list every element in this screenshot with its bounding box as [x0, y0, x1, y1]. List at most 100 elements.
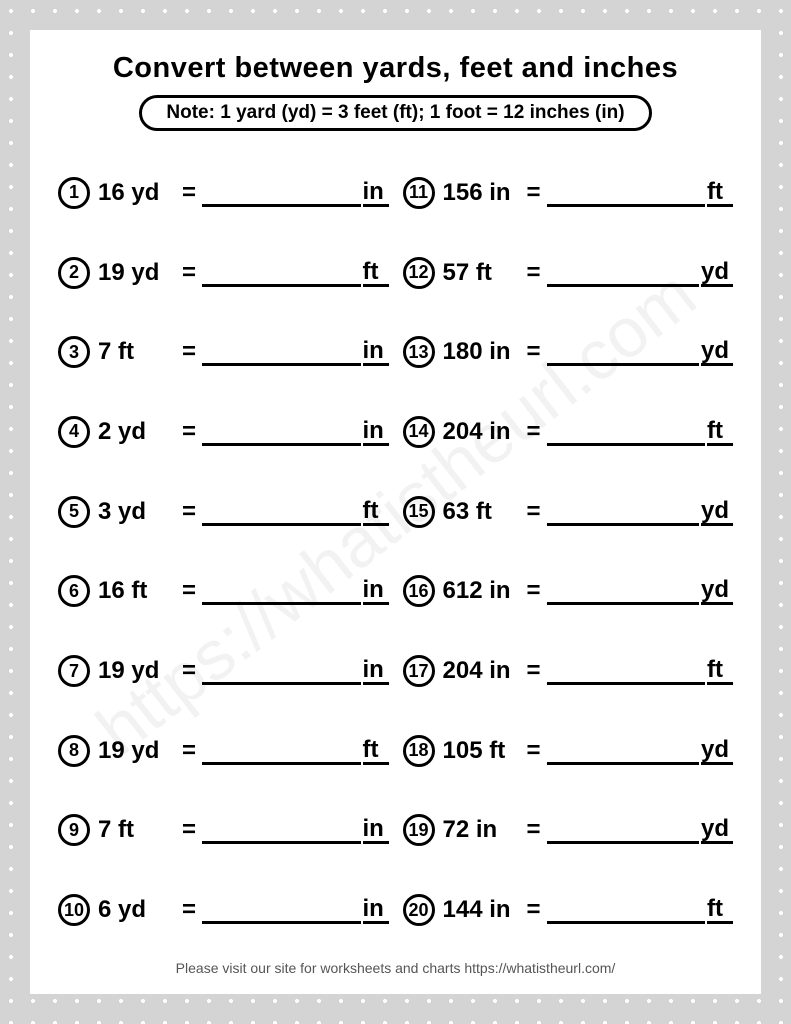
problem-row: 14204 in=ft: [403, 392, 734, 472]
answer-blank[interactable]: [202, 498, 360, 526]
problem-row: 20144 in=ft: [403, 870, 734, 950]
equals-sign: =: [527, 338, 541, 366]
problem-number: 7: [58, 655, 90, 687]
equals-sign: =: [527, 418, 541, 446]
to-unit: in: [363, 338, 389, 366]
from-value: 19 yd: [98, 737, 180, 765]
problem-number: 11: [403, 177, 435, 209]
equals-sign: =: [182, 338, 196, 366]
equals-sign: =: [527, 577, 541, 605]
answer-blank[interactable]: [547, 657, 705, 685]
to-unit: ft: [707, 418, 733, 446]
from-value: 57 ft: [443, 259, 525, 287]
from-value: 144 in: [443, 896, 525, 924]
from-value: 19 yd: [98, 259, 180, 287]
answer-blank[interactable]: [547, 259, 699, 287]
problem-number: 20: [403, 894, 435, 926]
problem-row: 219 yd=ft: [58, 233, 389, 313]
from-value: 7 ft: [98, 338, 180, 366]
from-value: 16 yd: [98, 179, 180, 207]
to-unit: yd: [701, 816, 733, 844]
to-unit: ft: [363, 498, 389, 526]
to-unit: in: [363, 179, 389, 207]
worksheet-page: https://whatistheurl.com Convert between…: [30, 30, 761, 994]
equals-sign: =: [527, 737, 541, 765]
problem-row: 16612 in=yd: [403, 551, 734, 631]
problem-number: 19: [403, 814, 435, 846]
answer-blank[interactable]: [547, 338, 699, 366]
to-unit: yd: [701, 259, 733, 287]
from-value: 156 in: [443, 179, 525, 207]
answer-blank[interactable]: [202, 259, 360, 287]
equals-sign: =: [182, 418, 196, 446]
from-value: 6 yd: [98, 896, 180, 924]
equals-sign: =: [182, 737, 196, 765]
problem-row: 3 7 ft= in: [58, 312, 389, 392]
problem-row: 53 yd=ft: [58, 472, 389, 552]
to-unit: in: [363, 816, 389, 844]
to-unit: ft: [707, 179, 733, 207]
to-unit: ft: [363, 737, 389, 765]
problem-number: 16: [403, 575, 435, 607]
answer-blank[interactable]: [547, 577, 699, 605]
equals-sign: =: [182, 657, 196, 685]
to-unit: yd: [701, 737, 733, 765]
answer-blank[interactable]: [202, 338, 360, 366]
problem-number: 13: [403, 336, 435, 368]
problem-row: 1972 in=yd: [403, 791, 734, 871]
problem-number: 1: [58, 177, 90, 209]
equals-sign: =: [182, 896, 196, 924]
to-unit: in: [363, 896, 389, 924]
equals-sign: =: [527, 498, 541, 526]
problem-row: 42 yd=in: [58, 392, 389, 472]
equals-sign: =: [527, 179, 541, 207]
from-value: 180 in: [443, 338, 525, 366]
answer-blank[interactable]: [202, 657, 360, 685]
from-value: 204 in: [443, 418, 525, 446]
from-value: 204 in: [443, 657, 525, 685]
problem-row: 616 ft=in: [58, 551, 389, 631]
problem-number: 8: [58, 735, 90, 767]
equals-sign: =: [182, 816, 196, 844]
answer-blank[interactable]: [547, 179, 705, 207]
from-value: 612 in: [443, 577, 525, 605]
from-value: 63 ft: [443, 498, 525, 526]
equals-sign: =: [182, 179, 196, 207]
answer-blank[interactable]: [202, 737, 360, 765]
worksheet-title: Convert between yards, feet and inches: [58, 52, 733, 85]
to-unit: ft: [363, 259, 389, 287]
equals-sign: =: [182, 577, 196, 605]
problem-number: 3: [58, 336, 90, 368]
to-unit: yd: [701, 338, 733, 366]
from-value: 3 yd: [98, 498, 180, 526]
to-unit: in: [363, 577, 389, 605]
answer-blank[interactable]: [547, 896, 705, 924]
problem-number: 17: [403, 655, 435, 687]
equals-sign: =: [527, 259, 541, 287]
problem-row: 10 6 yd= in: [58, 870, 389, 950]
from-value: 105 ft: [443, 737, 525, 765]
answer-blank[interactable]: [547, 816, 699, 844]
answer-blank[interactable]: [547, 418, 705, 446]
answer-blank[interactable]: [202, 896, 360, 924]
to-unit: in: [363, 657, 389, 685]
equals-sign: =: [527, 896, 541, 924]
answer-blank[interactable]: [547, 737, 699, 765]
equals-sign: =: [527, 816, 541, 844]
problem-number: 18: [403, 735, 435, 767]
answer-blank[interactable]: [202, 577, 360, 605]
problem-row: 719 yd=in: [58, 631, 389, 711]
answer-blank[interactable]: [547, 498, 699, 526]
answer-blank[interactable]: [202, 418, 360, 446]
problem-number: 6: [58, 575, 90, 607]
problem-row: 18 105 ft= yd: [403, 711, 734, 791]
problems-grid: 116 yd=in219 yd=ft37 ft=in42 yd=in53 yd=…: [58, 153, 733, 950]
from-value: 2 yd: [98, 418, 180, 446]
problem-row: 1563 ft=yd: [403, 472, 734, 552]
footer-text: Please visit our site for worksheets and…: [58, 960, 733, 976]
problem-row: 1 16 yd= in: [58, 153, 389, 233]
answer-blank[interactable]: [202, 816, 360, 844]
problem-row: 17204 in=ft: [403, 631, 734, 711]
problem-number: 10: [58, 894, 90, 926]
answer-blank[interactable]: [202, 179, 360, 207]
